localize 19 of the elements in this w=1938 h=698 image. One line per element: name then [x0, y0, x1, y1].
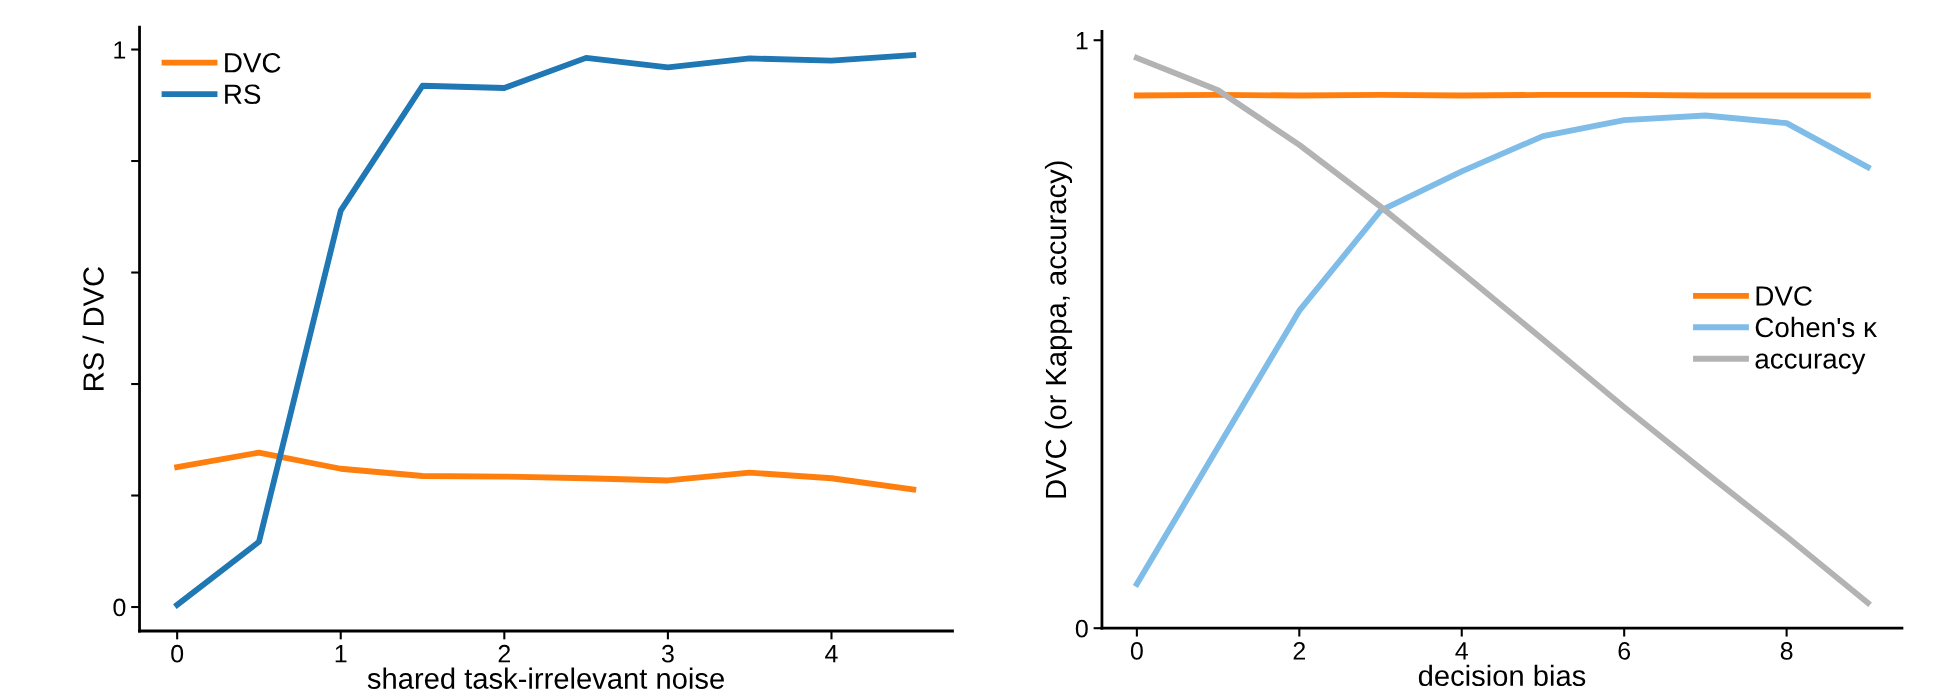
x-tick-label: 8	[1780, 642, 1793, 660]
x-tick-label: 2	[1293, 642, 1306, 660]
legend-label: accuracy	[1755, 353, 1866, 375]
y-axis-title: RS / DVC	[82, 267, 104, 390]
x-tick-label: 4	[825, 645, 838, 663]
y-axis-title: DVC (or Kappa, accuracy)	[1044, 161, 1073, 498]
legend-label: RS	[225, 84, 261, 105]
x-axis-title: shared task-irrelevant noise	[367, 667, 724, 689]
x-tick-label: 0	[1130, 642, 1143, 660]
legend-label: Cohen's κ	[1755, 316, 1877, 338]
x-tick-label: 3	[661, 644, 674, 663]
legend-label: DVC	[225, 52, 281, 73]
x-tick-label: 4	[1455, 642, 1468, 660]
x-tick-label: 1	[335, 645, 347, 663]
x-tick-label: 6	[1618, 642, 1631, 660]
x-tick-label: 2	[498, 644, 511, 663]
x-axis-title: decision bias	[1418, 664, 1586, 687]
x-tick-label: 0	[171, 644, 184, 663]
legend-label: DVC	[1756, 286, 1812, 306]
